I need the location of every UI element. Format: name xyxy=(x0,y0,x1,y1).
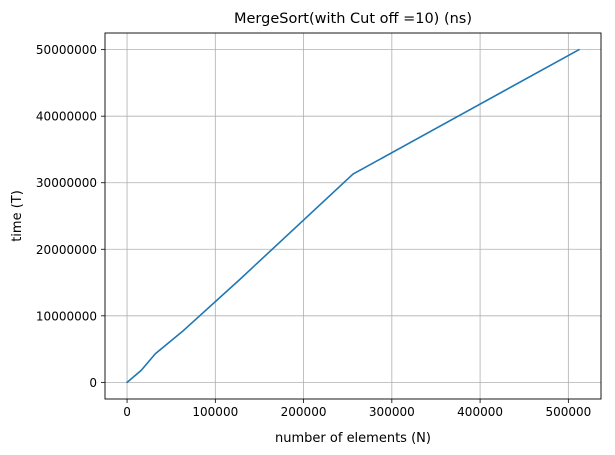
plot-frame xyxy=(104,32,602,400)
ticks: 0 100000 200000 300000 400000 500000 0 10000000… xyxy=(36,43,591,419)
x-axis-label: number of elements (N) xyxy=(275,431,431,446)
series-line xyxy=(126,48,580,384)
x-tick-label: 100000 xyxy=(192,405,238,419)
y-tick-label: 40000000 xyxy=(36,110,97,124)
y-tick-label: 30000000 xyxy=(36,176,97,190)
x-tick-label: 500000 xyxy=(545,405,591,419)
y-tick-label: 20000000 xyxy=(36,243,97,257)
y-axis-label: time (T) xyxy=(10,190,25,242)
y-tick-label: 10000000 xyxy=(36,309,97,323)
x-tick-label: 200000 xyxy=(281,405,327,419)
y-tick-label: 50000000 xyxy=(36,43,97,57)
x-tick-label: 400000 xyxy=(457,405,503,419)
y-tick-label: 0 xyxy=(89,376,97,390)
x-tick-label: 0 xyxy=(123,405,131,419)
x-tick-label: 300000 xyxy=(369,405,415,419)
chart-title: MergeSort(with Cut off =10) (ns) xyxy=(234,11,472,27)
series-layer xyxy=(126,48,580,384)
grid xyxy=(105,33,601,399)
